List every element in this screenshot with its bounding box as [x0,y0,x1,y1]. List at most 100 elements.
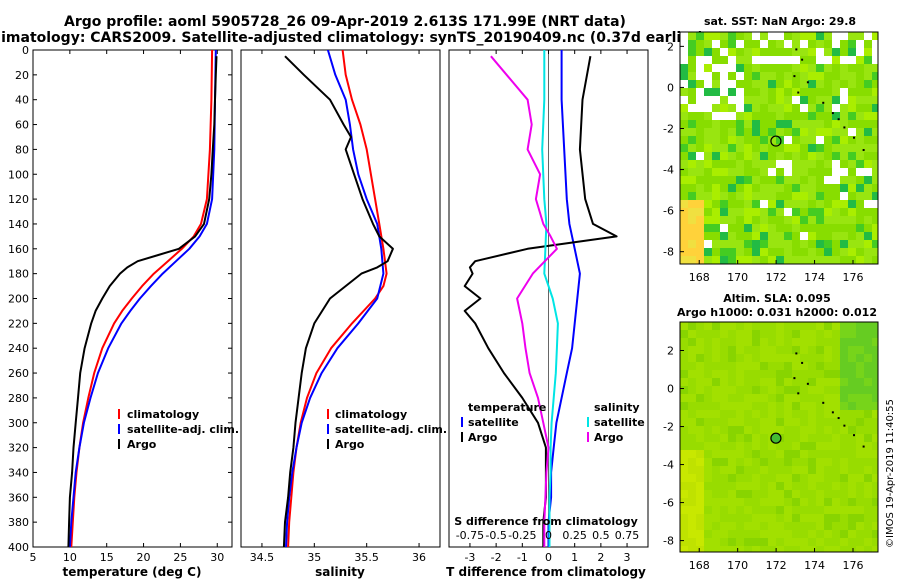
map-cell [736,418,744,426]
map-cell [696,32,704,40]
map-cell [824,482,832,490]
map-cell [784,450,792,458]
map-cell [800,144,808,152]
map-cell [856,216,864,224]
map-cell [720,120,728,128]
map-cell [800,490,808,498]
y-tick-label: 380 [8,516,29,529]
map-cell [824,442,832,450]
map-cell [864,370,872,378]
map-cell [872,64,878,72]
map-cell [784,56,792,64]
map-cell [832,322,840,330]
y-tick-label: 60 [15,119,29,132]
map-cell [744,498,752,506]
map-cell [872,402,878,410]
map-cell [776,80,784,88]
map-cell [728,144,736,152]
map-cell [696,240,704,248]
map-cell [864,192,872,200]
map-cell [688,546,696,552]
map-cell [816,216,824,224]
map-cell [800,442,808,450]
map-cell [688,506,696,514]
map-cell [856,522,864,530]
map-cell [824,530,832,538]
map-cell [752,522,760,530]
map-cell [736,256,744,264]
map-cell [784,354,792,362]
map-cell [840,498,848,506]
map-cell [784,338,792,346]
map-cell [856,64,864,72]
map-cell [728,386,736,394]
map-cell [728,200,736,208]
map-cell [848,322,856,330]
map-cell [776,394,784,402]
map-cell [712,546,720,552]
x-tick-label: -1 [517,551,528,564]
map-cell [872,240,878,248]
island [843,424,846,427]
map-cell [792,522,800,530]
map-cell [800,354,808,362]
map-cell [728,514,736,522]
x-tick-label: 168 [689,559,710,572]
map-cell [712,514,720,522]
map-cell [776,104,784,112]
map-cell [696,176,704,184]
salinity-panel: 34.5 35 35.5 36 salinity climatology satell… [240,49,447,579]
map-cell [680,128,688,136]
map-cell [704,402,712,410]
map-cell [744,362,752,370]
map-cell [736,426,744,434]
map-cell [712,474,720,482]
map-cell [816,184,824,192]
map-cell [832,216,840,224]
map-cell [696,208,704,216]
map-cell [800,88,808,96]
map-cell [792,506,800,514]
s-tick-label: 0.25 [562,529,587,542]
map-cell [744,248,752,256]
map-cell [840,514,848,522]
map-cell [680,144,688,152]
map-cell [808,354,816,362]
map-cell [816,362,824,370]
map-cell [824,248,832,256]
y-tick-label: 260 [8,367,29,380]
map-cell [776,386,784,394]
map-cell [712,176,720,184]
island [853,434,856,437]
map-cell [864,546,872,552]
map-cell [784,482,792,490]
series-line-argo [282,55,394,547]
map-cell [736,88,744,96]
map-cell [696,498,704,506]
map-cell [760,88,768,96]
map-cell [856,458,864,466]
map-cell [776,498,784,506]
map-cell [728,240,736,248]
map-cell [864,64,872,72]
s-tick-label: -0.5 [485,529,506,542]
map-cell [760,104,768,112]
map-cell [720,514,728,522]
map-cell [808,346,816,354]
map-cell [840,40,848,48]
map-cell [832,538,840,546]
map-cell [776,240,784,248]
map-cell [856,256,864,264]
map-cell [696,144,704,152]
map-cell [696,546,704,552]
map-cell [864,144,872,152]
map-cell [848,338,856,346]
island [843,126,846,129]
map-cell [680,96,688,104]
map-cell [720,362,728,370]
map-cell [792,354,800,362]
map-cell [808,80,816,88]
map-cell [816,136,824,144]
map-cell [688,56,696,64]
map-cell [760,362,768,370]
